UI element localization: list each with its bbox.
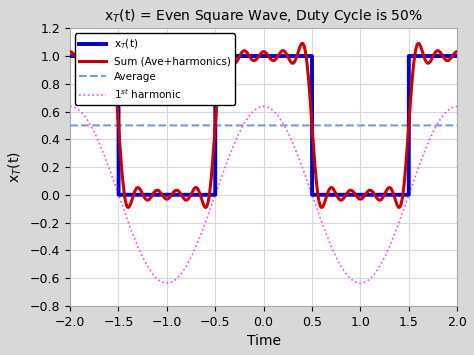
1$^{st}$ harmonic: [164, 281, 169, 285]
Title: x$_T$(t) = Even Square Wave, Duty Cycle is 50%: x$_T$(t) = Even Square Wave, Duty Cycle …: [104, 7, 423, 25]
Average: [250, 123, 256, 127]
x$_T$(t): [67, 54, 73, 58]
1$^{st}$ harmonic: [345, 273, 350, 277]
1$^{st}$ harmonic: [454, 104, 460, 109]
Sum (Ave+harmonics): [429, 56, 435, 60]
Average: [345, 123, 350, 127]
Line: x$_T$(t): x$_T$(t): [70, 56, 457, 195]
x$_T$(t): [316, 193, 321, 197]
Sum (Ave+harmonics): [345, 191, 350, 195]
Sum (Ave+harmonics): [67, 50, 73, 54]
X-axis label: Time: Time: [246, 334, 281, 348]
Legend: x$_T$(t), Sum (Ave+harmonics), Average, 1$^{st}$ harmonic: x$_T$(t), Sum (Ave+harmonics), Average, …: [75, 33, 235, 105]
Sum (Ave+harmonics): [301, 44, 307, 49]
x$_T$(t): [250, 54, 256, 58]
Sum (Ave+harmonics): [316, 197, 321, 201]
x$_T$(t): [164, 193, 169, 197]
Average: [164, 123, 169, 127]
Sum (Ave+harmonics): [250, 58, 256, 62]
Sum (Ave+harmonics): [454, 50, 460, 54]
Average: [301, 123, 307, 127]
1$^{st}$ harmonic: [429, 132, 435, 136]
1$^{st}$ harmonic: [250, 109, 256, 114]
1$^{st}$ harmonic: [67, 104, 73, 109]
x$_T$(t): [429, 54, 435, 58]
Sum (Ave+harmonics): [164, 197, 169, 201]
x$_T$(t): [345, 193, 350, 197]
x$_T$(t): [301, 54, 307, 58]
Y-axis label: x$_T$(t): x$_T$(t): [7, 151, 24, 183]
x$_T$(t): [454, 54, 460, 58]
Average: [316, 123, 321, 127]
x$_T$(t): [116, 193, 121, 197]
Sum (Ave+harmonics): [125, 205, 131, 209]
Line: Sum (Ave+harmonics): Sum (Ave+harmonics): [70, 43, 457, 207]
Average: [454, 123, 460, 127]
1$^{st}$ harmonic: [316, 211, 321, 215]
1$^{st}$ harmonic: [164, 281, 170, 285]
Average: [429, 123, 435, 127]
Average: [67, 123, 73, 127]
Sum (Ave+harmonics): [106, 41, 112, 45]
1$^{st}$ harmonic: [301, 170, 307, 175]
Line: 1$^{st}$ harmonic: 1$^{st}$ harmonic: [70, 106, 457, 283]
